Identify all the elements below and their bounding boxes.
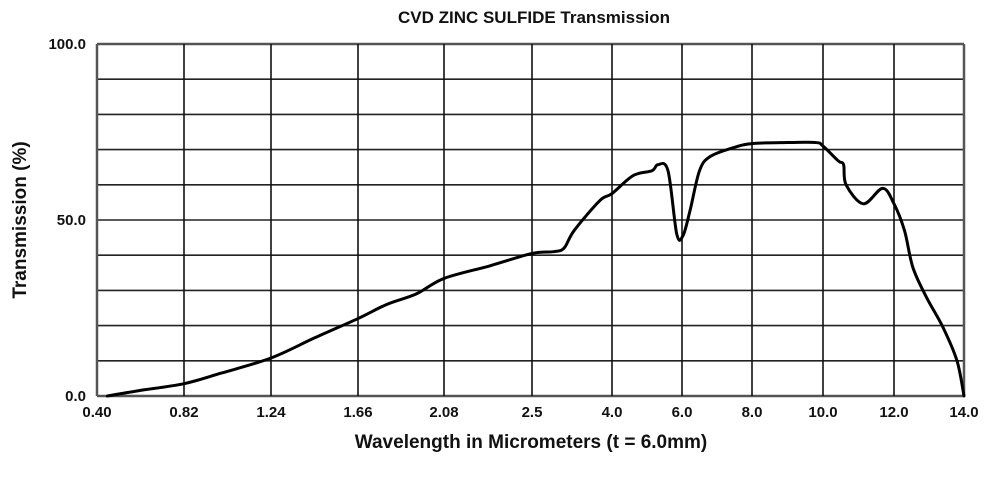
x-tick-label: 10.0 (808, 404, 837, 421)
x-tick-label: 4.0 (602, 404, 623, 421)
x-tick-label: 12.0 (879, 404, 908, 421)
y-tick-label: 0.0 (65, 388, 86, 405)
x-tick-label: 6.0 (672, 404, 693, 421)
y-tick-labels: 100.0 50.0 0.0 (48, 36, 86, 405)
x-tick-label: 0.40 (82, 404, 111, 421)
x-tick-labels: 0.40 0.82 1.24 1.66 2.08 2.5 4.0 6.0 8.0 10.0 12.0… (82, 404, 978, 421)
y-axis-label: Transmission (%) (10, 141, 31, 298)
x-tick-label: 2.5 (522, 404, 543, 421)
y-tick-label: 100.0 (48, 36, 86, 53)
x-tick-label: 2.08 (429, 404, 458, 421)
x-tick-label: 1.66 (343, 404, 372, 421)
grid (95, 42, 966, 398)
x-tick-label: 8.0 (742, 404, 763, 421)
x-axis-label: Wavelength in Micrometers (t = 6.0mm) (355, 432, 707, 453)
x-tick-label: 1.24 (256, 404, 286, 421)
x-tick-label: 0.82 (169, 404, 198, 421)
chart-title: CVD ZINC SULFIDE Transmission (398, 8, 670, 27)
y-tick-label: 50.0 (57, 212, 86, 229)
x-tick-label: 14.0 (949, 404, 978, 421)
transmission-curve (105, 140, 966, 398)
